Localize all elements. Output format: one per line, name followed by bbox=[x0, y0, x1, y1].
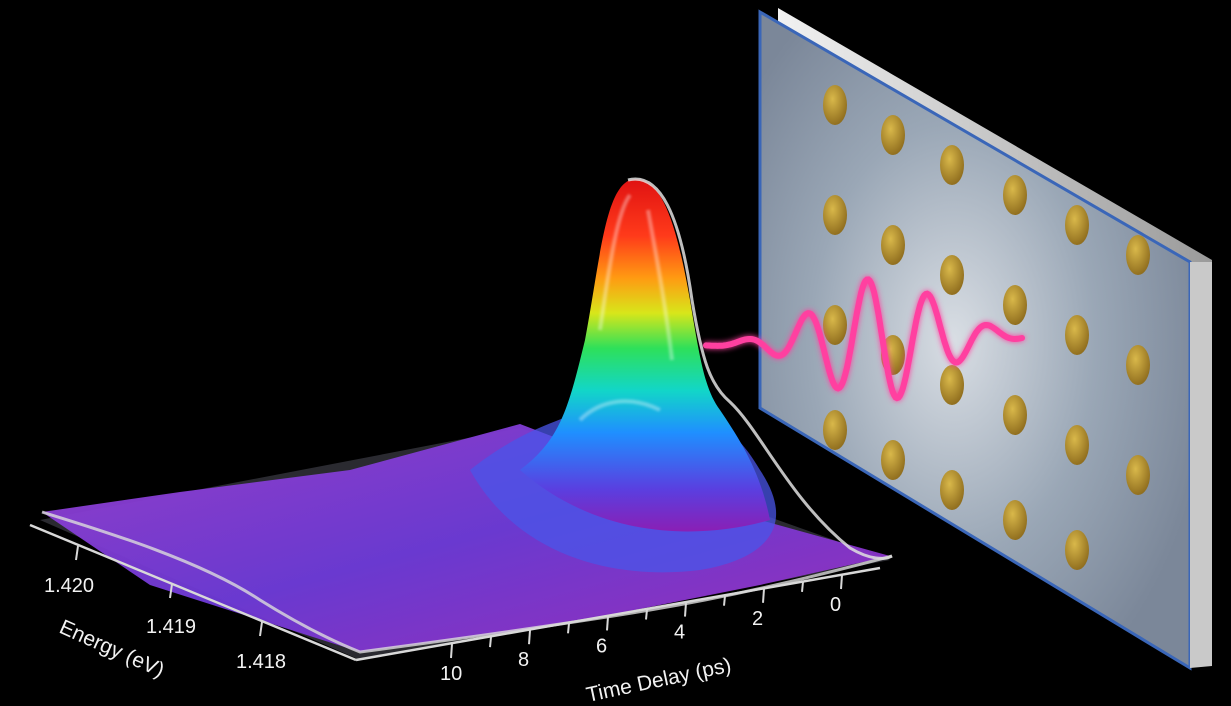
energy-axis-tick-label: 1.418 bbox=[236, 651, 286, 673]
gold-disc bbox=[823, 85, 847, 125]
gold-disc bbox=[1065, 205, 1089, 245]
time-axis-tick-label: 10 bbox=[440, 663, 462, 685]
energy-axis-tick bbox=[75, 545, 79, 561]
gold-disc bbox=[940, 365, 964, 405]
gold-disc bbox=[823, 305, 847, 345]
time-axis-minor-tick bbox=[723, 595, 726, 606]
energy-axis-line bbox=[29, 523, 357, 662]
energy-axis-tick-label: 1.419 bbox=[146, 616, 196, 638]
gold-disc bbox=[881, 115, 905, 155]
time-axis-tick-label: 2 bbox=[752, 608, 763, 630]
time-axis-tick-label: 4 bbox=[674, 622, 685, 644]
gold-disc bbox=[1065, 530, 1089, 570]
time-axis-minor-tick bbox=[801, 581, 804, 592]
gold-disc bbox=[1126, 235, 1150, 275]
time-axis-tick bbox=[840, 574, 843, 590]
time-axis-title: Time Delay (ps) bbox=[584, 654, 733, 706]
gold-disc bbox=[823, 195, 847, 235]
gold-disc bbox=[881, 440, 905, 480]
surface-side-profile bbox=[627, 177, 893, 560]
time-axis-tick-label: 0 bbox=[830, 594, 841, 616]
energy-axis-tick bbox=[259, 621, 263, 637]
time-axis-minor-tick bbox=[567, 623, 570, 634]
time-axis-ticks: 0 2 4 6 8 10 bbox=[440, 574, 843, 685]
surface-sheen bbox=[578, 193, 674, 422]
terahertz-pulse-wave bbox=[703, 276, 1025, 402]
time-axis-tick bbox=[450, 643, 453, 659]
gold-disc bbox=[1065, 425, 1089, 465]
time-axis-tick bbox=[684, 602, 687, 617]
gold-disc bbox=[1126, 455, 1150, 495]
gold-disc bbox=[940, 470, 964, 510]
time-axis-minor-tick bbox=[489, 637, 492, 648]
time-axis-tick bbox=[606, 616, 609, 631]
gold-disc bbox=[1003, 175, 1027, 215]
gold-disc bbox=[881, 225, 905, 265]
axes bbox=[29, 523, 881, 662]
gold-disc bbox=[823, 410, 847, 450]
surface-plot bbox=[40, 177, 893, 660]
energy-axis-tick-label: 1.420 bbox=[44, 575, 94, 597]
gold-disc bbox=[1003, 500, 1027, 540]
gold-disc-array bbox=[823, 85, 1150, 570]
time-axis-minor-tick bbox=[645, 609, 648, 620]
surface-peak bbox=[520, 179, 770, 532]
time-axis-tick-label: 8 bbox=[518, 649, 529, 671]
gold-disc bbox=[940, 255, 964, 295]
time-axis-tick-label: 6 bbox=[596, 635, 607, 657]
time-axis-tick bbox=[762, 588, 765, 603]
gold-disc bbox=[1003, 395, 1027, 435]
time-axis-tick bbox=[528, 630, 531, 645]
gold-disc bbox=[940, 145, 964, 185]
energy-axis-tick bbox=[169, 583, 173, 599]
time-axis-line bbox=[355, 566, 881, 662]
gold-disc bbox=[1065, 315, 1089, 355]
energy-axis-ticks: 1.418 1.419 1.420 bbox=[44, 545, 286, 673]
gold-disc bbox=[1126, 345, 1150, 385]
gold-disc bbox=[1003, 285, 1027, 325]
